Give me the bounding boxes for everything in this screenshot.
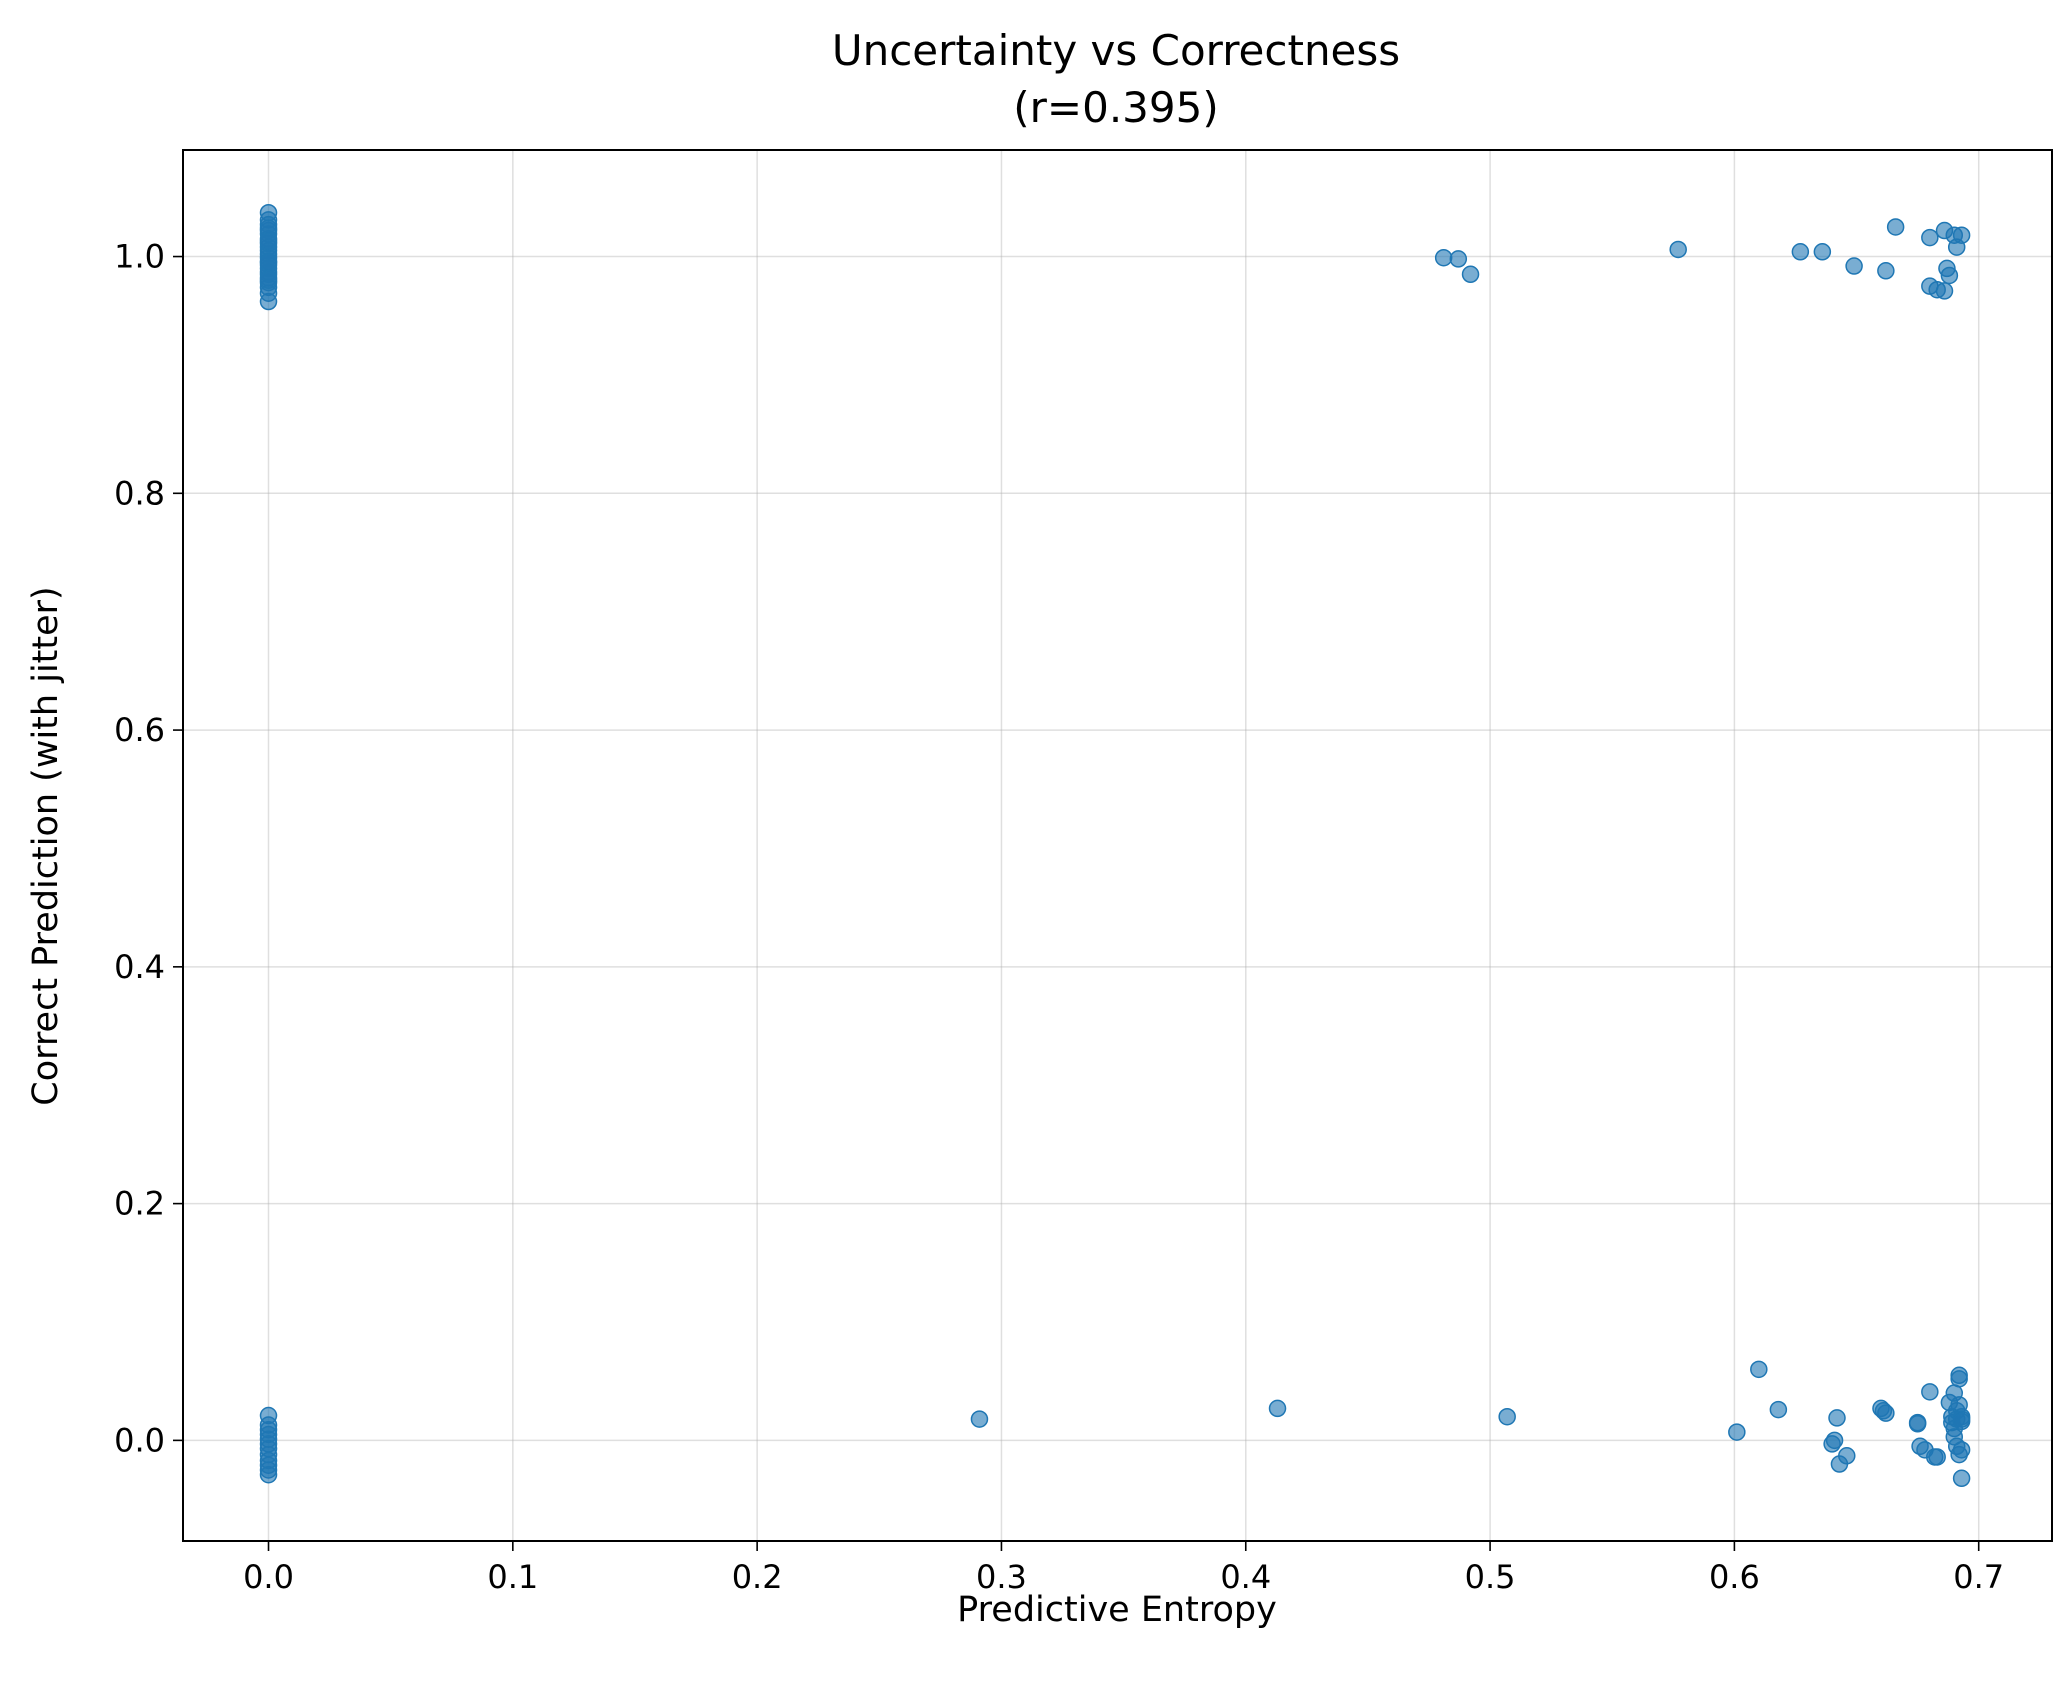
y-tick-label: 0.0 [114,1421,165,1459]
scatter-point [1908,1415,1927,1433]
y-tick-label: 0.2 [114,1185,165,1223]
x-tick-label: 0.6 [1709,1558,1760,1596]
scatter-point [970,1410,989,1428]
y-tick-label: 0.8 [114,474,165,512]
scatter-point [259,292,278,311]
y-tick-label: 0.6 [114,711,165,749]
scatter-point [1886,218,1905,236]
x-tick-label: 0.3 [976,1558,1027,1596]
x-tick-label: 0.1 [487,1558,538,1596]
scatter-point [1935,282,1954,300]
scatter-point [259,232,278,250]
scatter-point [1952,226,1971,244]
y-axis-label: Correct Prediction (with jitter) [26,586,66,1105]
scatter-point [1449,250,1468,268]
scatter-point [1952,1412,1971,1431]
data-points [259,203,1971,1488]
scatter-point [1952,1469,1971,1488]
scatter-point [1791,243,1810,261]
scatter-point [1825,1431,1844,1450]
x-tick-label: 0.4 [1220,1558,1271,1596]
scatter-point [1877,262,1895,280]
scatter-point [259,253,278,272]
scatter-point [1838,1447,1856,1465]
scatter-point [1268,1399,1287,1418]
scatter-point [1434,248,1453,267]
plot-frame [182,149,2053,1542]
x-tick-label: 0.5 [1465,1558,1516,1596]
scatter-point [259,1465,278,1484]
scatter-point [1813,243,1832,261]
scatter-point [1750,1360,1768,1379]
scatter-point [1921,228,1939,247]
x-axis-ticks: 0.0 0.1 0.2 0.3 0.4 0.5 0.6 0.7 [243,1541,2004,1596]
scatter-point [1940,266,1959,285]
y-axis-ticks: 0.0 0.2 0.4 0.6 0.8 1.0 [114,238,183,1459]
scatter-point [1950,1370,1968,1388]
scatter-point [1921,1383,1939,1401]
scatter-point [1952,1441,1971,1459]
x-tick-label: 0.7 [1953,1558,2004,1596]
chart-subtitle: (r=0.395) [1013,83,1218,132]
scatter-point [259,271,278,289]
scatter-point [1769,1400,1788,1419]
scatter-point [1498,1407,1516,1426]
x-tick-label: 0.0 [243,1558,294,1596]
y-tick-label: 1.0 [114,238,165,276]
scatter-point [1845,257,1863,275]
scatter-point [1928,1448,1946,1466]
grid-lines [183,150,2052,1541]
scatter-point [1828,1409,1846,1427]
scatter-point [1877,1404,1895,1422]
chart-title: Uncertainty vs Correctness [832,26,1400,75]
x-tick-label: 0.2 [732,1558,783,1596]
scatter-point [1728,1423,1746,1441]
scatter-point [1669,240,1687,259]
y-tick-label: 0.4 [114,948,165,986]
x-axis-label: Predictive Entropy [957,1590,1277,1630]
scatter-point [1461,265,1480,284]
